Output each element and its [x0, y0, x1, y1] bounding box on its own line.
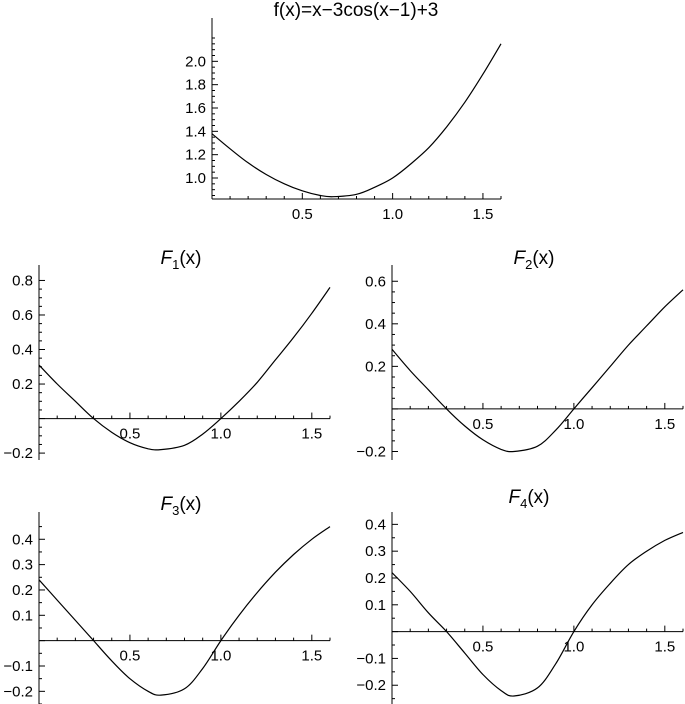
title-sub: 3	[172, 503, 179, 518]
x-tick-label: 1.0	[210, 426, 231, 443]
x-tick-label: 0.5	[120, 648, 141, 665]
y-tick-label: 0.4	[365, 516, 386, 533]
title-arg: (x)	[179, 248, 201, 269]
series-line	[38, 526, 331, 696]
y-tick-label: −0.2	[3, 683, 33, 700]
y-tick-label: 0.2	[365, 358, 386, 375]
y-tick-label: 1.8	[185, 77, 206, 94]
x-tick-label: 1.5	[654, 639, 675, 656]
panel-title-F3: F3(x)	[161, 494, 202, 518]
x-tick-label: 0.5	[120, 426, 141, 443]
y-tick-label: −0.2	[356, 443, 386, 460]
y-tick-label: −0.2	[3, 445, 33, 462]
title-sub: 1	[172, 257, 179, 272]
series-line	[38, 287, 331, 451]
x-tick-label: 1.5	[654, 416, 675, 433]
panel-F3: F3(x) 0.5 1.0 1.5 −0.2 −0.1 0.1 0.2 0.3 0.4	[3, 494, 331, 704]
panel-title-F1: F1(x)	[161, 248, 202, 272]
y-tick-label: 0.6	[12, 307, 33, 324]
panel-f: f(x)=x−3cos(x−1)+3 0.5 1.0 1.5 1.0 1.2 1.4 1.6…	[185, 0, 502, 223]
y-tick-label: 1.6	[185, 100, 206, 117]
y-tick-label: 1.0	[185, 170, 206, 187]
y-tick-label: −0.2	[356, 677, 386, 694]
y-tick-label: 0.2	[365, 570, 386, 587]
x-tick-label: 1.5	[301, 648, 322, 665]
title-arg: (x)	[532, 248, 554, 269]
y-tick-label: 0.6	[365, 273, 386, 290]
x-tick-label: 1.0	[563, 639, 584, 656]
x-tick-label: 1.0	[563, 416, 584, 433]
y-tick-label: 0.3	[12, 557, 33, 574]
y-tick-label: 0.1	[365, 597, 386, 614]
y-tick-label: −0.1	[356, 650, 386, 667]
y-tick-label: 0.1	[12, 607, 33, 624]
y-tick-label: 1.2	[185, 147, 206, 164]
y-tick-label: 0.4	[365, 316, 386, 333]
series-line	[391, 289, 684, 453]
y-tick-label: 0.4	[12, 342, 33, 359]
title-main: F	[161, 248, 174, 269]
panel-title-f: f(x)=x−3cos(x−1)+3	[274, 0, 439, 21]
x-tick-label: 0.5	[473, 639, 494, 656]
series-line	[391, 531, 684, 697]
y-tick-label: −0.1	[3, 658, 33, 675]
title-arg: (x)	[527, 487, 549, 508]
panel-F1: F1(x) 0.5 1.0 1.5 −0.2 0.2 0.4 0.6 0.8	[3, 248, 331, 462]
y-tick-label: 0.8	[12, 272, 33, 289]
title-arg: (x)	[179, 494, 201, 515]
title-main: F	[161, 494, 174, 515]
panel-F2: F2(x) 0.5 1.0 1.5 −0.2 0.2 0.4 0.6	[356, 248, 684, 460]
y-tick-label: 1.4	[185, 123, 206, 140]
y-tick-label: 0.4	[12, 531, 33, 548]
panel-title-F2: F2(x)	[514, 248, 555, 272]
panel-title-F4: F4(x)	[509, 487, 550, 511]
x-tick-label: 1.5	[473, 206, 494, 223]
y-tick-label: 0.2	[12, 376, 33, 393]
x-tick-label: 0.5	[292, 206, 313, 223]
title-sub: 4	[520, 496, 527, 511]
y-tick-label: 0.2	[12, 582, 33, 599]
y-tick-label: 2.0	[185, 53, 206, 70]
y-tick-label: 0.3	[365, 543, 386, 560]
title-main: F	[509, 487, 522, 508]
x-tick-label: 1.0	[210, 648, 231, 665]
x-tick-label: 1.0	[382, 206, 403, 223]
title-sub: 2	[525, 257, 532, 272]
panel-F4: F4(x) 0.5 1.0 1.5 −0.2 −0.1 0.1 0.2 0.3 0.4	[356, 487, 684, 704]
x-tick-label: 1.5	[301, 426, 322, 443]
x-tick-label: 0.5	[473, 416, 494, 433]
series-line	[211, 43, 502, 198]
title-main: F	[514, 248, 527, 269]
